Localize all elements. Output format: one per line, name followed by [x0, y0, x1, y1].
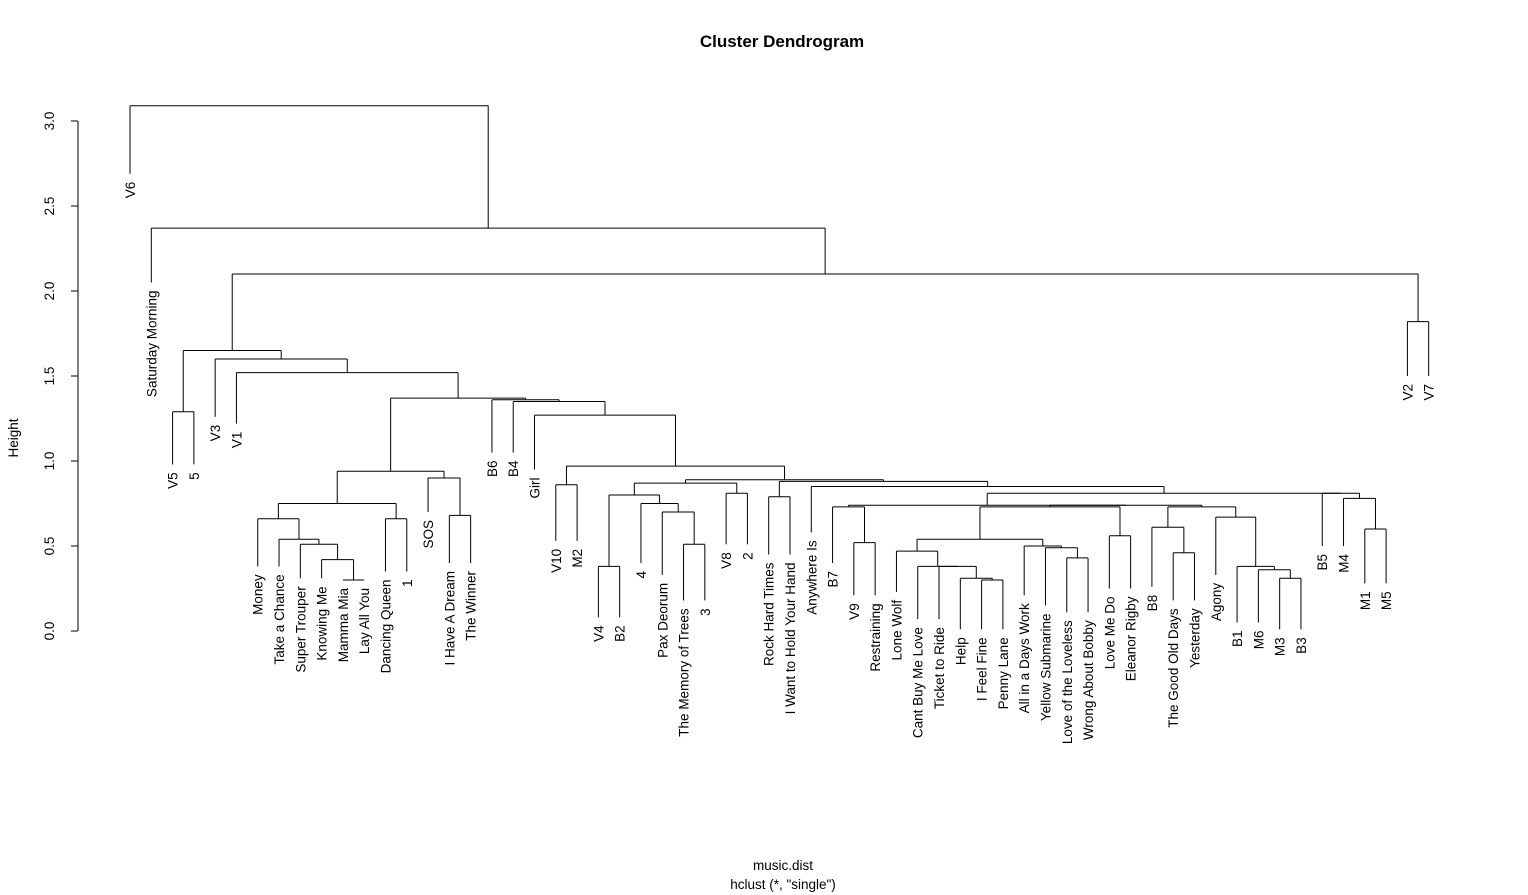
- x-axis-subtitle: hclust (*, "single"): [730, 877, 836, 892]
- leaf-label: 2: [740, 552, 755, 560]
- leaf-label: Mamma Mia: [336, 588, 351, 663]
- leaf-label: M5: [1379, 591, 1394, 610]
- leaf-label: 5: [187, 472, 202, 480]
- leaf-label: 4: [634, 571, 649, 579]
- leaf-label: 3: [698, 608, 713, 616]
- leaf-label: 1: [400, 580, 415, 588]
- leaf-label: Penny Lane: [996, 637, 1011, 709]
- leaf-label: SOS: [421, 520, 436, 549]
- leaf-label: V6: [123, 182, 138, 199]
- chart-title: Cluster Dendrogram: [700, 32, 864, 51]
- leaf-label: Yesterday: [1188, 608, 1203, 668]
- leaf-label: M1: [1358, 591, 1373, 610]
- leaf-label: V4: [591, 625, 606, 642]
- leaf-label: Restraining: [868, 603, 883, 671]
- leaf-label: Cant Buy Me Love: [911, 627, 926, 738]
- leaf-label: Agony: [1209, 583, 1224, 622]
- leaf-label: V9: [847, 603, 862, 620]
- leaf-label: Knowing Me: [315, 586, 330, 660]
- leaf-label: Help: [953, 637, 968, 665]
- leaf-label: V8: [719, 552, 734, 569]
- leaf-labels: V6 Saturday Morning V5 5 V3 V1 Money Take a Cha…: [123, 182, 1437, 744]
- leaf-label: Dancing Queen: [378, 580, 393, 674]
- y-tick-label: 1.5: [42, 367, 57, 386]
- leaf-label: Take a Chance: [272, 574, 287, 664]
- leaf-label: Saturday Morning: [144, 291, 159, 398]
- leaf-label: V7: [1422, 384, 1437, 401]
- y-axis: 0.0 0.5 1.0 1.5 2.0 2.5 3.0: [42, 112, 79, 641]
- leaf-label: B2: [613, 625, 628, 642]
- leaf-label: Wrong About Bobby: [1081, 620, 1096, 740]
- leaf-label: V1: [229, 432, 244, 449]
- leaf-label: I Feel Fine: [975, 637, 990, 701]
- leaf-label: B6: [485, 461, 500, 478]
- y-tick-label: 3.0: [42, 112, 57, 131]
- leaf-label: The Good Old Days: [1166, 608, 1181, 728]
- y-tick-label: 2.5: [42, 197, 57, 216]
- leaf-label: V2: [1400, 384, 1415, 401]
- leaf-label: Super Trouper: [293, 586, 308, 673]
- leaf-label: Pax Deorum: [655, 583, 670, 658]
- leaf-label: B1: [1230, 631, 1245, 648]
- leaf-label: Anywhere Is: [804, 540, 819, 615]
- leaf-label: B8: [1145, 595, 1160, 612]
- leaf-label: I Have A Dream: [442, 571, 457, 666]
- x-axis-label: music.dist: [753, 858, 813, 873]
- leaf-label: I Want to Hold Your Hand: [783, 563, 798, 715]
- leaf-label: V5: [166, 472, 181, 489]
- leaf-label: B4: [506, 460, 521, 477]
- leaf-label: M4: [1337, 554, 1352, 573]
- leaf-label: The Memory of Trees: [677, 608, 692, 737]
- leaf-label: Lone Wolf: [889, 600, 904, 661]
- leaf-label: M2: [570, 549, 585, 568]
- y-tick-label: 0.0: [42, 622, 57, 641]
- leaf-label: Love Me Do: [1102, 597, 1117, 670]
- leaf-label: Eleanor Rigby: [1124, 596, 1139, 681]
- y-axis-label: Height: [6, 418, 21, 457]
- leaf-label: M6: [1251, 631, 1266, 650]
- dendrogram-tree: [129, 105, 1430, 630]
- leaf-label: V10: [549, 549, 564, 573]
- leaf-label: B3: [1294, 637, 1309, 654]
- leaf-label: Rock Hard Times: [762, 562, 777, 666]
- leaf-label: All in a Days Work: [1017, 603, 1032, 713]
- leaf-label: Money: [251, 574, 266, 615]
- leaf-label: V3: [208, 425, 223, 442]
- leaf-label: B5: [1315, 554, 1330, 571]
- leaf-label: Yellow Submarine: [1038, 614, 1053, 722]
- leaf-label: Lay All You: [357, 588, 372, 654]
- leaf-label: M3: [1273, 637, 1288, 656]
- y-tick-label: 2.0: [42, 282, 57, 301]
- y-tick-label: 0.5: [42, 537, 57, 556]
- leaf-label: Love of the Loveless: [1060, 620, 1075, 744]
- leaf-label: B7: [826, 571, 841, 588]
- leaf-label: The Winner: [464, 571, 479, 641]
- leaf-label: Girl: [528, 478, 543, 499]
- leaf-label: Ticket to Ride: [932, 627, 947, 709]
- y-tick-label: 1.0: [42, 452, 57, 471]
